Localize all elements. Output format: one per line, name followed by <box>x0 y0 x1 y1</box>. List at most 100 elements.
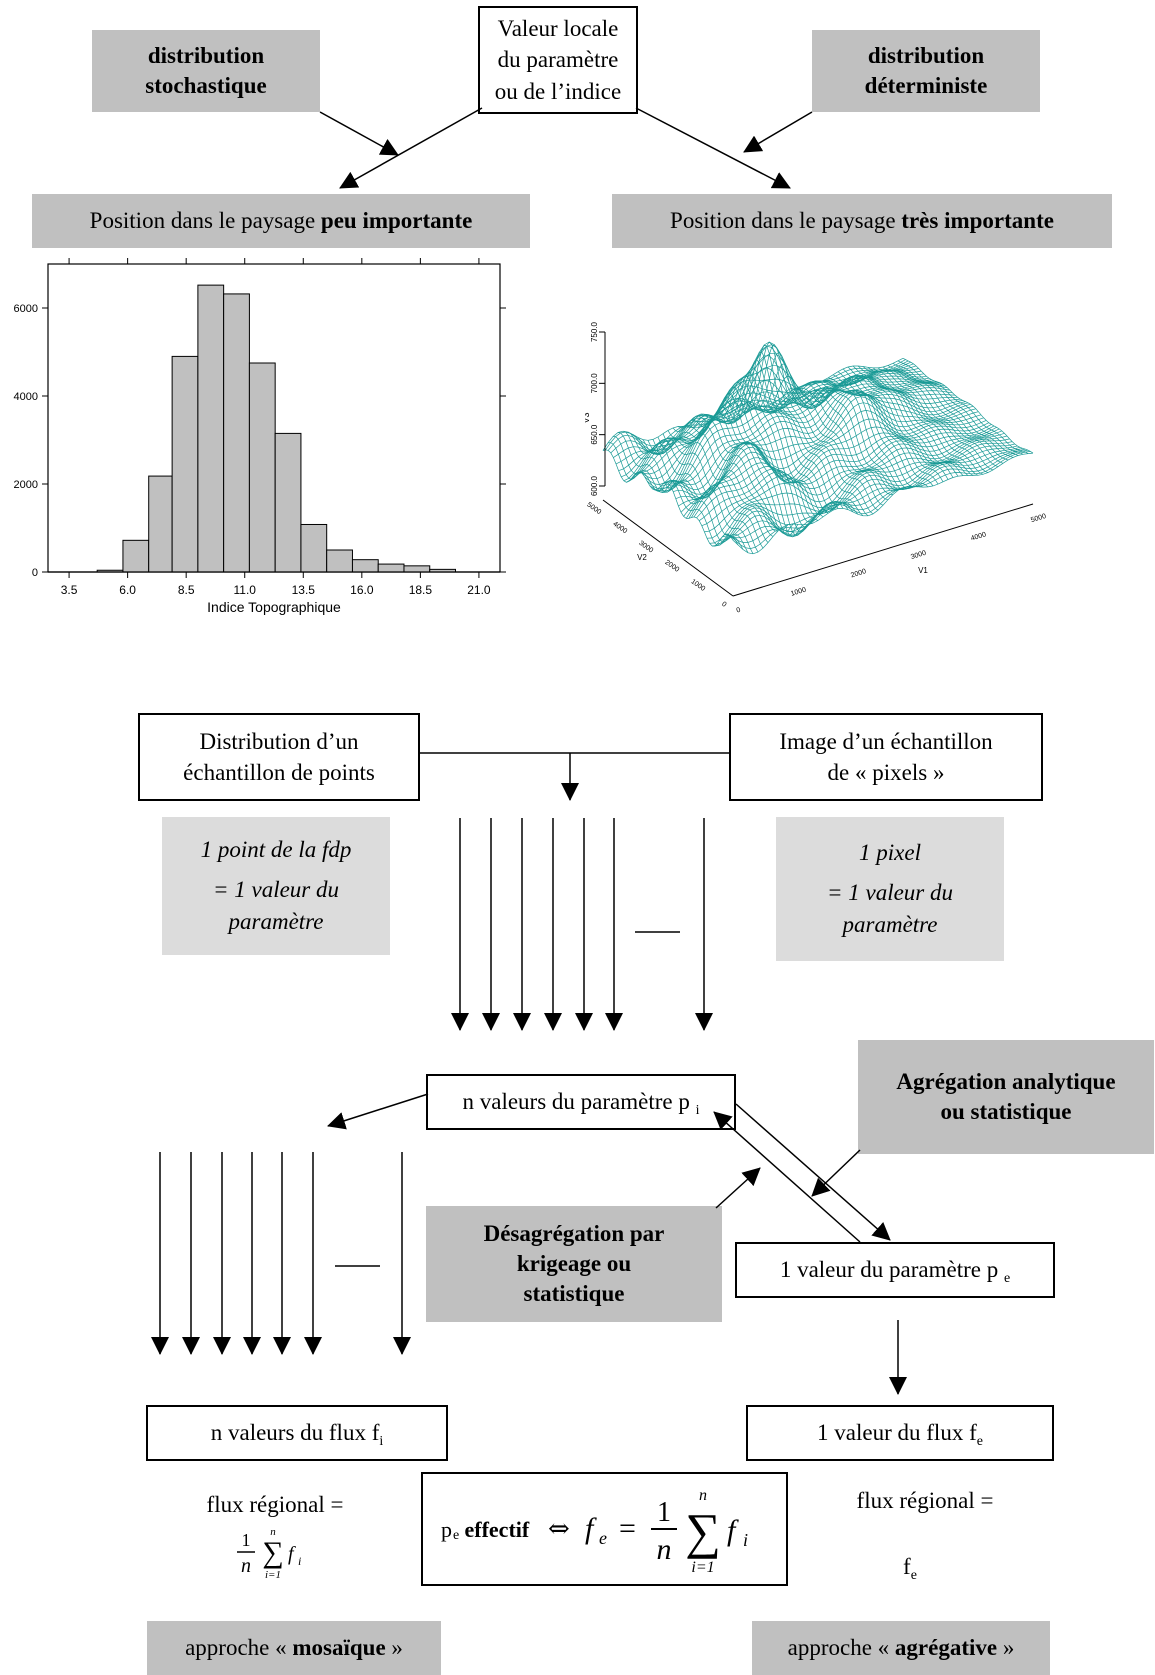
surface-line <box>692 386 824 523</box>
n-parameter-sub: i <box>695 1103 700 1119</box>
y-tick-label: 0 <box>32 567 38 579</box>
surface-line <box>657 426 789 531</box>
stochastic-distribution-box: distribution stochastique <box>92 30 320 112</box>
surface-line <box>857 365 989 473</box>
y-axis-label: V2 <box>637 553 647 562</box>
x-tick-label: 6.0 <box>119 583 136 597</box>
y-tick-label: 4000 <box>611 521 628 536</box>
point-sample-line-1: Distribution d’un <box>199 728 359 754</box>
left-formula-f: f <box>288 1543 296 1565</box>
surface-line <box>667 416 799 537</box>
formula-f: f <box>585 1512 597 1545</box>
y-tick-label: 0 <box>720 601 727 609</box>
z-tick-label: 750.0 <box>590 321 599 342</box>
upper-arrow-group <box>451 818 713 1031</box>
surface-mesh <box>602 341 1034 555</box>
left-regional-flux-label: flux régional = <box>206 1492 344 1517</box>
one-flux-sub: e <box>976 1434 983 1450</box>
deterministic-line-1: distribution <box>867 43 985 69</box>
one-flux-text: 1 valeur du flux fe <box>817 1417 983 1450</box>
aggregative-approach-text: approche « agrégative » <box>788 1633 1015 1663</box>
one-parameter-label: 1 valeur du paramètre p <box>779 1257 999 1283</box>
surface-line <box>732 344 864 517</box>
surface-line <box>762 387 894 495</box>
disaggregation-line-2: krigeage ou <box>516 1251 632 1277</box>
position-high-text: Position dans le paysage très importante <box>670 206 1054 236</box>
surface-line <box>712 372 844 514</box>
formula-p: p <box>441 1517 452 1542</box>
formula-n: n <box>657 1533 672 1566</box>
left-formula-f-sub: i <box>298 1554 301 1568</box>
z-tick-label: 600.0 <box>590 475 599 496</box>
surface-line <box>832 374 964 476</box>
one-flux-value-box: 1 valeur du flux fe <box>746 1405 1054 1461</box>
surface-line <box>877 367 1009 461</box>
point-fdp-note: 1 point de la fdp = 1 valeur du paramètr… <box>162 817 390 955</box>
right-flux-f-sub: e <box>910 1568 917 1583</box>
surface-line <box>793 387 924 488</box>
aggregation-line-b <box>713 1111 861 1243</box>
x-tick-label: 21.0 <box>467 583 491 597</box>
formula-p-sub: e <box>453 1528 459 1543</box>
disaggregation-pointer <box>715 1167 761 1209</box>
y-tick-label: 6000 <box>14 303 38 315</box>
deterministic-line-2: déterministe <box>864 73 988 98</box>
aggregation-line-2: ou statistique <box>940 1099 1072 1124</box>
histogram-bar <box>171 355 199 573</box>
position-high-importance-box: Position dans le paysage très importante <box>612 194 1112 248</box>
surface-x-axis <box>732 503 1034 597</box>
surface-line <box>847 366 979 476</box>
local-value-line-2: du paramètre <box>497 47 619 73</box>
point-note-line-1: 1 point de la fdp <box>200 836 352 862</box>
arrow-to-flux-arrows <box>327 1093 429 1130</box>
surface-line <box>842 368 974 476</box>
formula-sum-bottom: i=1 <box>691 1559 714 1576</box>
x-tick-label: 0 <box>736 607 742 615</box>
arrow-to-high-position <box>635 107 791 189</box>
aggregative-pre: approche « <box>787 1635 895 1661</box>
surface-line <box>757 376 889 501</box>
formula-equiv: ⇔ <box>548 1514 570 1544</box>
right-regional-flux-value: fe <box>880 1554 940 1583</box>
x-tick-label: 11.0 <box>233 583 256 597</box>
mosaic-post: » <box>385 1635 403 1661</box>
formula-fi: f <box>727 1514 739 1547</box>
pixel-sample-line-2: de « pixels » <box>827 760 945 785</box>
surface-line <box>872 367 1004 464</box>
left-formula-sigma: ∑ <box>262 1536 283 1569</box>
surface-line <box>827 375 959 477</box>
surface-line <box>662 420 794 534</box>
mosaic-approach-box: approche « mosaïque » <box>147 1621 441 1675</box>
x-tick-label: 5000 <box>1030 513 1047 524</box>
position-low-bold: peu importante <box>320 208 473 234</box>
mosaic-approach-text: approche « mosaïque » <box>185 1633 403 1663</box>
histogram-bar <box>197 284 225 573</box>
surface-line <box>737 341 869 517</box>
y-tick-label: 2000 <box>663 559 680 574</box>
pixel-note-line-2: = 1 valeur du <box>826 879 954 905</box>
surface-line <box>752 363 884 506</box>
surface-line <box>782 387 914 490</box>
histogram-bar <box>248 362 276 573</box>
stochastic-line-1: distribution <box>147 43 265 69</box>
pixel-note: 1 pixel = 1 valeur du paramètre <box>776 817 1004 961</box>
aggregative-bold: agrégative <box>894 1635 998 1661</box>
surface-line <box>817 375 949 480</box>
left-formula-one: 1 <box>242 1530 251 1550</box>
surface-line <box>622 430 754 554</box>
local-value-line-1: Valeur locale <box>497 16 619 42</box>
surface-line <box>747 352 879 511</box>
mosaic-bold: mosaïque <box>292 1635 386 1661</box>
surface-line <box>892 363 1024 455</box>
stochastic-line-2: stochastique <box>145 73 267 98</box>
right-flux-f: f <box>903 1554 911 1579</box>
surface-line <box>672 412 804 538</box>
formula-f-sub: e <box>599 1528 607 1548</box>
aggregation-line-1: Agrégation analytique <box>896 1069 1116 1095</box>
aggregative-approach-box: approche « agrégative » <box>752 1621 1050 1675</box>
mosaic-pre: approche « <box>185 1635 293 1661</box>
local-value-line-3: ou de l’indice <box>494 78 622 104</box>
x-tick-label: 3000 <box>910 550 927 561</box>
point-note-line-2: = 1 valeur du <box>212 876 340 902</box>
x-tick-label: 4000 <box>970 531 987 542</box>
